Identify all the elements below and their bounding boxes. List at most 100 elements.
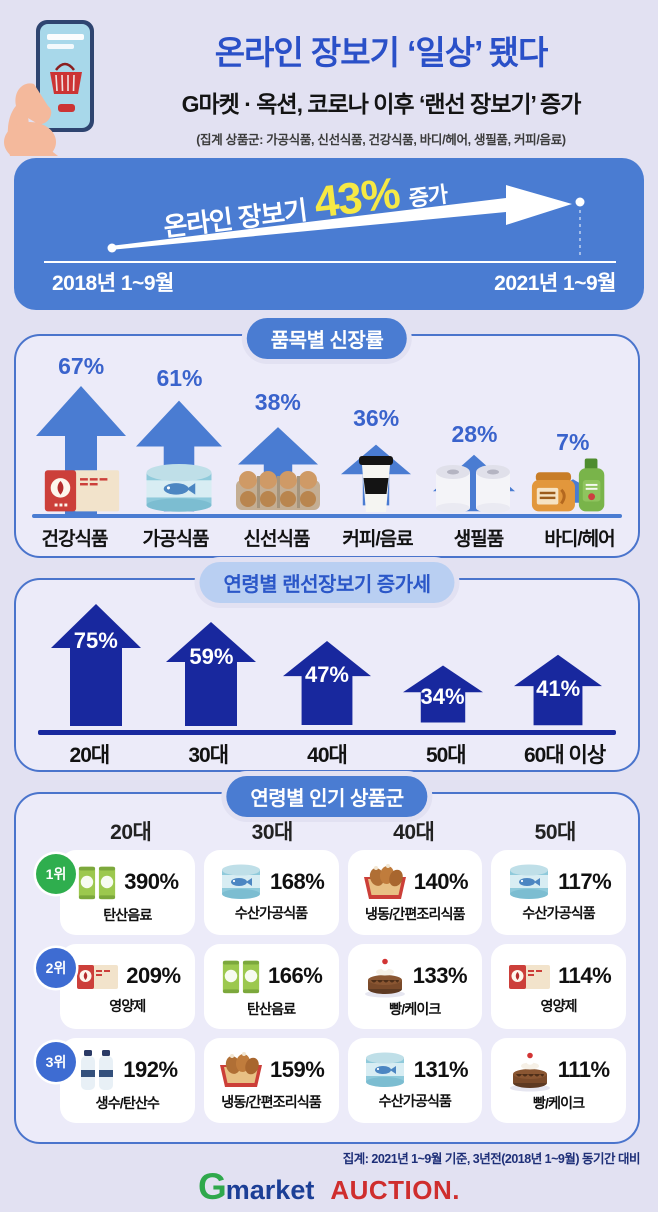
up-arrow-icon [402, 665, 483, 723]
category-col-coffee-beverage: 36% [327, 350, 425, 514]
up-arrow-icon [237, 427, 318, 509]
product-label: 수산가공식품 [234, 905, 308, 921]
phone-shopping-illustration [4, 20, 94, 156]
category-caption: (집계 상품군: 가공식품, 신선식품, 건강식품, 바디/헤어, 생필품, 커… [196, 133, 566, 147]
product-pct: 133% [412, 963, 468, 988]
up-arrow-icon [136, 400, 223, 512]
pct-label: 34% [420, 684, 465, 709]
product-pct: 117% [558, 869, 612, 894]
section-popular-by-age: 연령별 인기 상품군 20대 30대 40대 50대 1위 2위 3위 390%… [14, 776, 640, 1144]
pct-label: 67% [58, 353, 105, 379]
popular-column-header: 40대 [393, 821, 435, 844]
banner-end-date: 2021년 1~9월 [494, 272, 616, 295]
category-chart-baseline [32, 514, 622, 518]
product-pct: 168% [269, 869, 325, 894]
health-food-box-icon [44, 470, 120, 512]
pct-label: 38% [254, 389, 301, 415]
section3-title: 연령별 인기 상품군 [226, 776, 428, 817]
product-card: 133% 빵/케이크 [347, 944, 483, 1029]
product-pct: 111% [557, 1057, 610, 1082]
category-col-health-food: 67% [32, 350, 130, 514]
banner-text-suffix: 증가 [407, 181, 449, 212]
product-card: 131% 수산가공식품 [347, 1038, 483, 1123]
product-label: 영양제 [540, 998, 578, 1014]
age-label: 60대 이상 [524, 744, 606, 767]
popular-column-header: 30대 [251, 821, 294, 844]
age-col-40s: 47% [269, 594, 385, 726]
age-col-30s: 59% [154, 594, 270, 726]
category-labels-row: 건강식품 가공식품 신선식품 커피/음료 생필품 바디/헤어 [24, 524, 630, 551]
body-hair-products-icon [531, 458, 605, 512]
popular-column-header: 50대 [534, 821, 577, 844]
product-pct: 390% [124, 869, 179, 894]
banner-growth-value: 43% [311, 168, 403, 228]
section-growth-by-age: 연령별 랜선장보기 증가세 75% 59% 47% 34% 41% 20대 30… [14, 562, 640, 772]
popular-products-grid: 390% 탄산음료 168% 수산가공식품 [60, 850, 626, 1123]
category-label: 신선식품 [243, 529, 311, 550]
age-label: 40대 [307, 744, 348, 767]
product-card: 192% 생수/탄산수 [60, 1038, 195, 1123]
pct-label: 75% [73, 628, 118, 653]
soda-cans-icon [79, 866, 116, 900]
product-label: 수산가공식품 [522, 905, 595, 921]
up-arrow-icon [166, 622, 257, 726]
product-label: 냉동/간편조리식품 [221, 1094, 322, 1110]
product-card: 140% 냉동/간편조리식품 [347, 850, 483, 935]
product-card: 166% 탄산음료 [203, 944, 339, 1029]
age-label: 50대 [425, 744, 467, 767]
category-growth-chart: 67% 61% [32, 350, 622, 514]
overall-growth-banner: 온라인 장보기 43% 증가 2018년 1~9월 2021년 1~9월 [14, 158, 644, 310]
product-card: 114% 영양제 [491, 944, 626, 1029]
gmarket-logo-text: market [225, 1175, 315, 1205]
cake-icon [509, 1052, 550, 1092]
page-title: 온라인 장보기 ‘일상’ 됐다 [214, 34, 549, 71]
age-growth-chart: 75% 59% 47% 34% 41% [38, 594, 616, 726]
up-arrow-icon [50, 604, 141, 726]
pct-label: 61% [156, 365, 203, 391]
product-pct: 131% [413, 1057, 469, 1082]
section2-title: 연령별 랜선장보기 증가세 [199, 562, 455, 603]
product-card: 159% 냉동/간편조리식품 [203, 1038, 339, 1123]
product-pct: 209% [126, 963, 181, 988]
age-col-50s: 34% [385, 594, 501, 726]
product-pct: 159% [269, 1057, 325, 1082]
popular-column-header: 20대 [110, 821, 152, 844]
age-chart-baseline [38, 730, 616, 735]
product-card: 111% 빵/케이크 [491, 1038, 626, 1123]
pct-label: 7% [556, 429, 590, 455]
supplement-box-icon [509, 965, 551, 989]
pct-label: 36% [353, 405, 400, 431]
product-pct: 166% [267, 963, 323, 988]
toilet-paper-icon [436, 465, 511, 513]
coffee-cup-icon [359, 456, 394, 512]
category-label: 생필품 [453, 529, 504, 550]
product-card: 390% 탄산음료 [60, 850, 195, 935]
section-growth-by-category: 품목별 신장률 67% 61% [14, 318, 640, 558]
up-arrow-icon [36, 386, 127, 514]
supplement-box-icon [77, 965, 119, 989]
rank-2-badge: 2위 [36, 948, 76, 988]
category-col-body-hair: 7% [524, 350, 622, 514]
gmarket-logo-g: G [197, 1166, 227, 1207]
product-label: 수산가공식품 [378, 1093, 452, 1109]
up-arrow-icon [514, 654, 603, 726]
water-bottles-icon [81, 1050, 114, 1090]
category-label: 커피/음료 [342, 529, 413, 550]
age-label: 20대 [69, 744, 111, 767]
product-label: 탄산음료 [103, 907, 152, 923]
category-label: 바디/헤어 [544, 529, 615, 550]
up-arrow-icon [282, 640, 371, 726]
product-card: 117% 수산가공식품 [491, 850, 626, 935]
product-label: 영양제 [109, 998, 146, 1014]
cake-icon [364, 958, 405, 998]
pct-label: 47% [304, 662, 350, 687]
age-labels-row: 20대 30대 40대 50대 60대 이상 [30, 739, 624, 769]
product-pct: 114% [558, 963, 612, 988]
product-pct: 140% [413, 869, 469, 894]
section1-title: 품목별 신장률 [246, 318, 408, 359]
canned-fish-icon [221, 864, 260, 899]
age-col-60s-plus: 41% [500, 594, 616, 726]
canned-fish-icon [365, 1052, 404, 1087]
